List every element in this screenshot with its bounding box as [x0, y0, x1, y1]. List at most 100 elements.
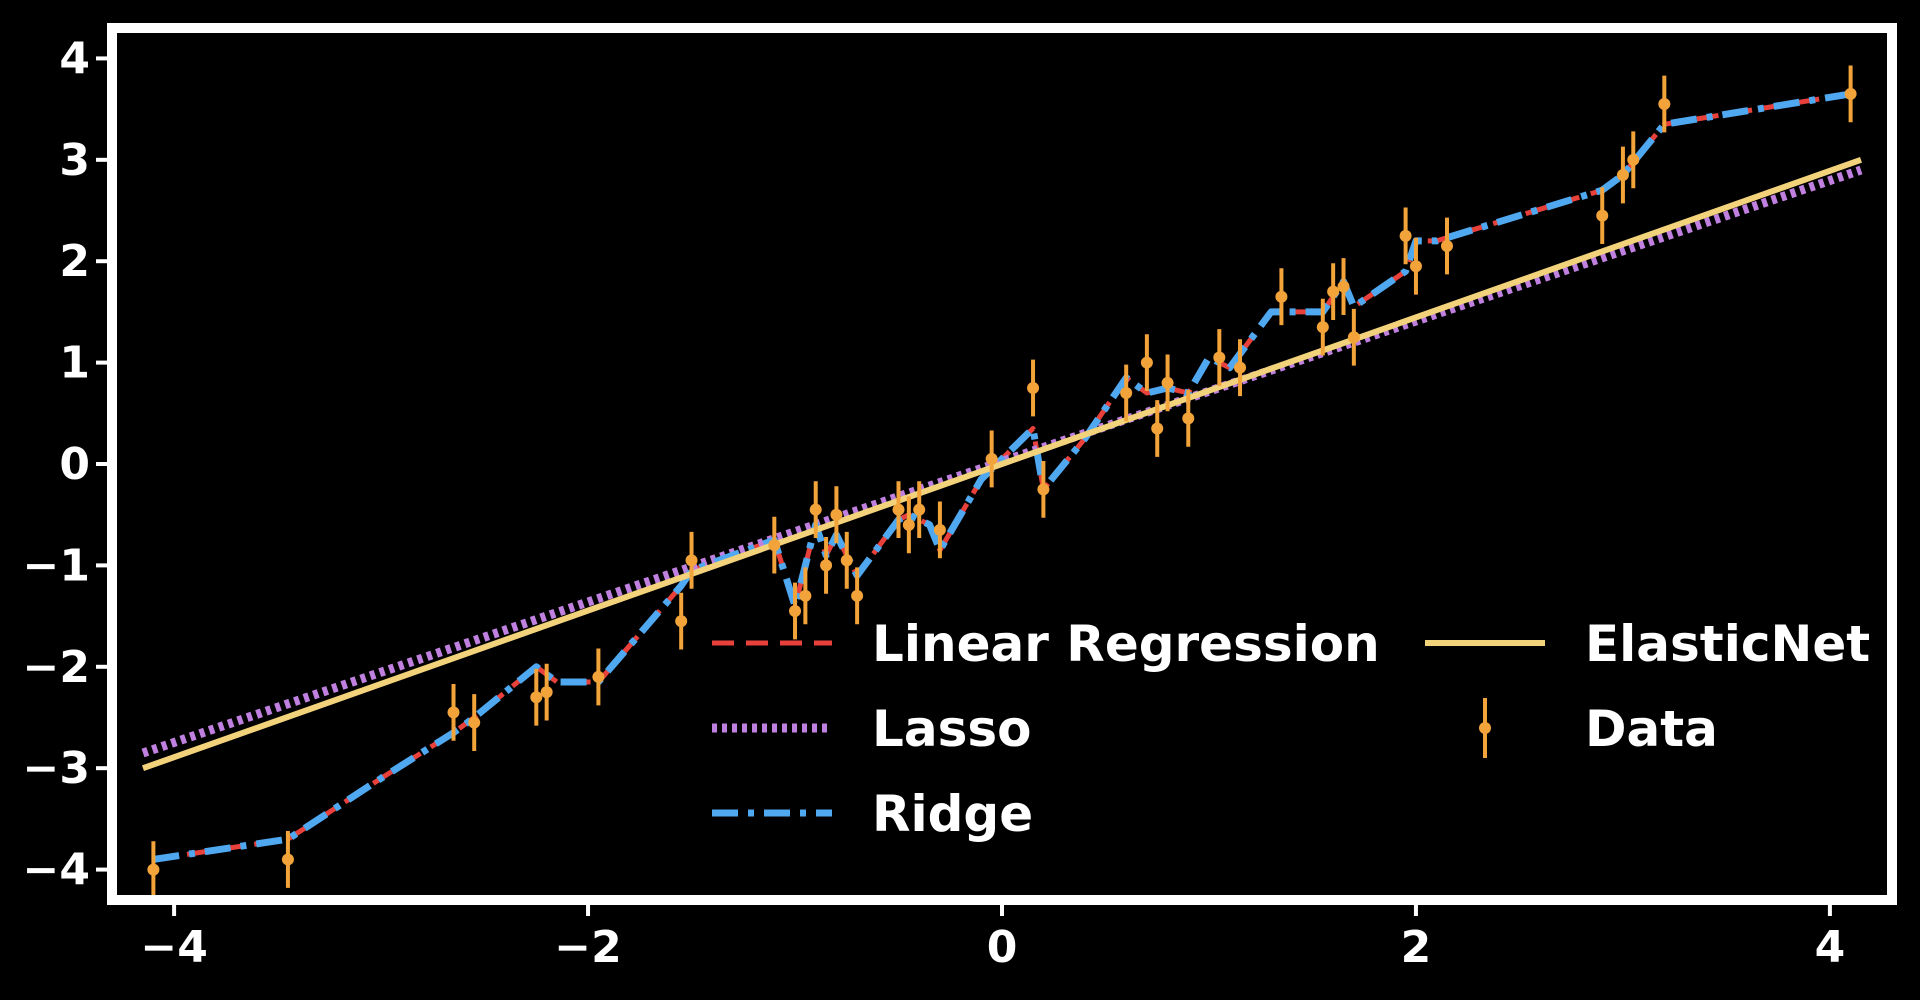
data-point [447, 684, 460, 741]
legend-label-lasso: Lasso [872, 700, 1031, 758]
data-point [1161, 354, 1174, 412]
data-point-marker [768, 539, 781, 552]
data-point-marker [892, 503, 905, 516]
legend-label-ridge: Ridge [872, 785, 1033, 843]
x-tick-label: −4 [140, 922, 207, 973]
data-point [1399, 207, 1412, 265]
legend-item-linear: Linear Regression [712, 615, 1380, 673]
plot-frame [107, 23, 1897, 905]
data-point-marker [1327, 285, 1340, 298]
legend-item-ridge: Ridge [712, 785, 1033, 843]
data-point-marker [820, 559, 833, 572]
data-point-marker [447, 706, 460, 719]
data-point [685, 531, 698, 589]
data-point [985, 430, 998, 488]
data-point [933, 501, 946, 559]
data-points-layer [147, 65, 1857, 898]
data-point-marker [1844, 87, 1857, 100]
legend-label-elasticnet: ElasticNet [1585, 615, 1870, 673]
data-point-marker [1399, 229, 1412, 242]
legend-swatch-marker [1479, 722, 1491, 734]
y-tick-label: 2 [59, 236, 90, 287]
data-point [840, 531, 853, 589]
data-point [1120, 364, 1133, 422]
data-point-marker [1120, 387, 1133, 400]
data-point-marker [530, 691, 543, 704]
y-tick-label: 1 [59, 338, 90, 389]
series-line-lasso [141, 165, 1863, 758]
data-point [1337, 258, 1350, 315]
y-tick-label: 4 [59, 33, 90, 84]
y-tick-label: 0 [59, 439, 90, 490]
data-point-marker [147, 863, 160, 876]
data-point [592, 648, 605, 706]
data-point-marker [830, 508, 843, 521]
data-point-marker [1161, 376, 1174, 389]
data-point-marker [799, 589, 812, 602]
data-point [1151, 400, 1164, 457]
data-point-marker [1182, 412, 1195, 425]
data-point-marker [1616, 169, 1629, 182]
y-tick-label: −4 [23, 845, 90, 896]
data-point [1441, 217, 1453, 275]
x-tick-label: −2 [554, 922, 621, 973]
data-point-marker [809, 503, 822, 516]
data-point [147, 841, 160, 898]
data-point [530, 668, 543, 726]
data-point-marker [281, 853, 294, 866]
series-line-ridge [152, 90, 1852, 863]
data-point-marker [851, 589, 864, 602]
data-point [789, 582, 802, 640]
data-point-marker [1234, 361, 1247, 374]
x-tick-label: 4 [1815, 922, 1846, 973]
y-tick-label: 3 [59, 135, 90, 186]
y-tick-label: −3 [23, 743, 90, 794]
data-point [1037, 460, 1050, 518]
data-point-marker [1409, 260, 1422, 273]
data-point [540, 663, 553, 721]
data-point [1327, 263, 1340, 321]
data-point [809, 481, 822, 539]
data-point [675, 592, 688, 650]
data-point-marker [902, 518, 915, 531]
data-point-marker [468, 716, 481, 729]
data-point-marker [1337, 280, 1350, 293]
data-point-marker [1151, 422, 1164, 435]
x-tick-label: 0 [987, 922, 1018, 973]
data-point [1347, 308, 1360, 366]
data-point-marker [840, 554, 853, 567]
legend: Linear Regression Lasso Ridge ElasticNet Dat… [712, 615, 1870, 843]
data-point-marker [1316, 321, 1329, 334]
data-point [913, 481, 926, 539]
series-layer [141, 90, 1863, 863]
data-point [768, 516, 781, 574]
data-point [892, 481, 905, 539]
data-point [1316, 298, 1329, 356]
data-point-marker [1037, 483, 1050, 496]
data-point [1275, 268, 1288, 326]
data-point-marker [1275, 290, 1288, 303]
y-tick-label: −1 [23, 540, 90, 591]
data-point-marker [1658, 98, 1671, 111]
data-point-marker [1627, 153, 1640, 166]
data-point [1213, 329, 1226, 386]
data-point-marker [1213, 351, 1226, 364]
data-point-marker [789, 605, 802, 618]
data-point [1658, 75, 1671, 133]
series-line-elasticnet [141, 156, 1863, 772]
data-point [830, 486, 843, 544]
x-tick-label: 2 [1401, 922, 1432, 973]
legend-label-linear: Linear Regression [872, 615, 1380, 673]
data-point [1627, 131, 1640, 189]
data-point [281, 831, 294, 888]
data-point [799, 567, 812, 625]
data-point-marker [1441, 240, 1453, 252]
data-point [1409, 237, 1422, 295]
data-point [1234, 339, 1247, 397]
data-point-marker [933, 523, 946, 536]
data-point-marker [1140, 356, 1153, 369]
data-point [851, 567, 864, 625]
legend-item-elasticnet: ElasticNet [1425, 615, 1870, 673]
